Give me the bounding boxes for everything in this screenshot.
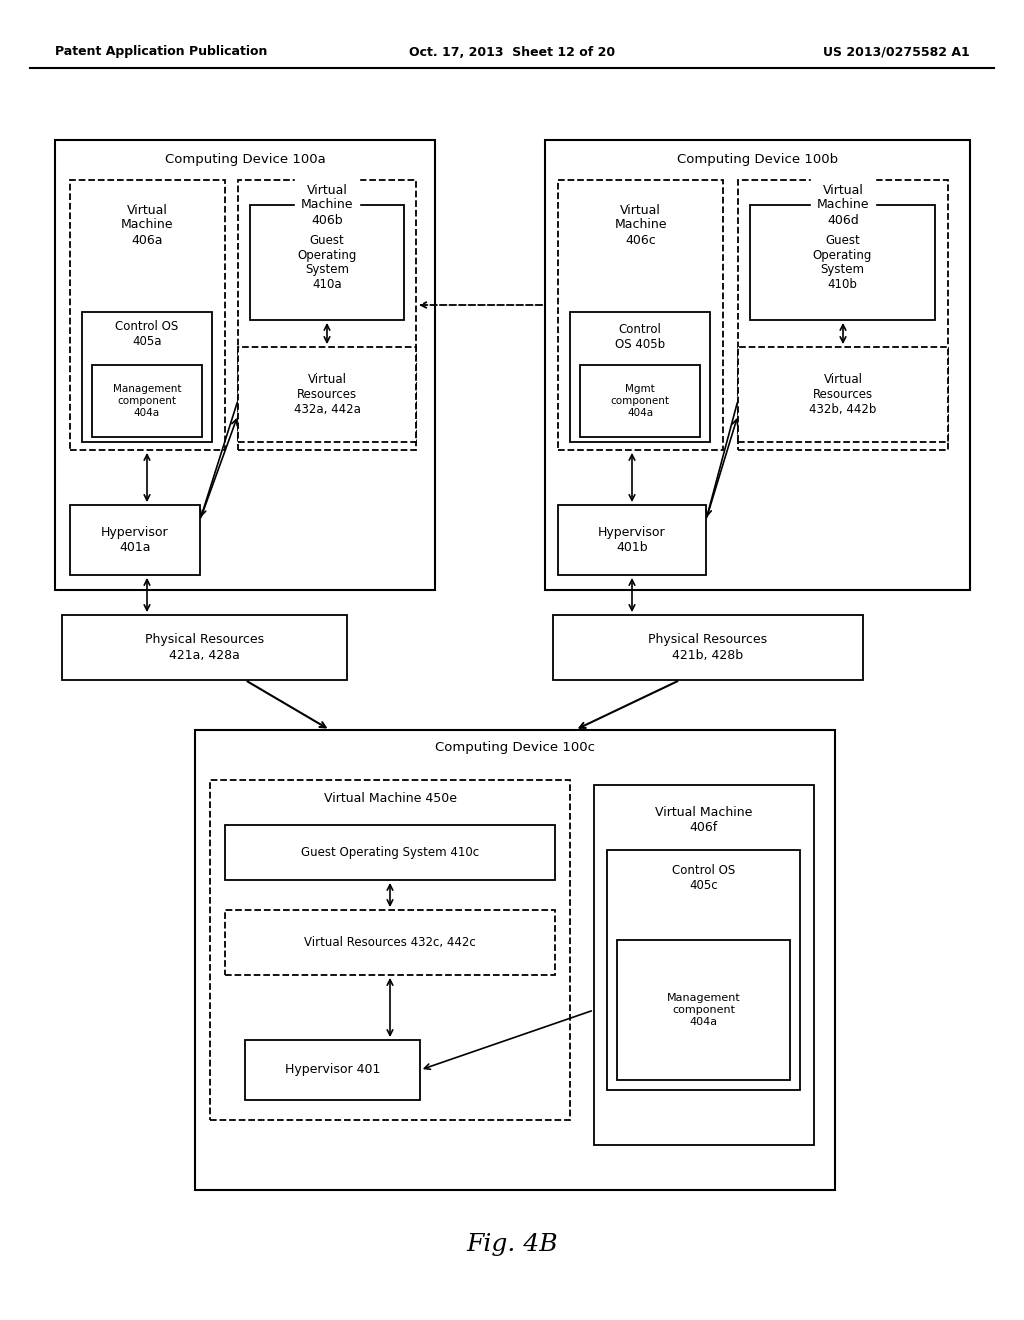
Bar	[594, 785, 814, 1144]
Text: Hypervisor
401a: Hypervisor 401a	[101, 525, 169, 554]
Text: Oct. 17, 2013  Sheet 12 of 20: Oct. 17, 2013 Sheet 12 of 20	[409, 45, 615, 58]
Bar	[545, 140, 970, 590]
Text: Guest Operating System 410c: Guest Operating System 410c	[301, 846, 479, 859]
Text: Guest
Operating
System
410a: Guest Operating System 410a	[297, 234, 356, 292]
Text: Computing Device 100b: Computing Device 100b	[677, 153, 838, 166]
Text: Management
component
404a: Management component 404a	[113, 384, 181, 417]
Bar	[738, 347, 948, 442]
Text: US 2013/0275582 A1: US 2013/0275582 A1	[823, 45, 970, 58]
Text: Virtual Machine
406f: Virtual Machine 406f	[655, 807, 753, 834]
Text: Virtual
Resources
432a, 442a: Virtual Resources 432a, 442a	[294, 374, 360, 416]
Bar	[750, 205, 935, 319]
Bar	[570, 312, 710, 442]
Bar	[617, 940, 790, 1080]
Text: Virtual
Machine
406a: Virtual Machine 406a	[121, 203, 174, 247]
Text: Hypervisor
401b: Hypervisor 401b	[598, 525, 666, 554]
Text: Virtual Machine 450e: Virtual Machine 450e	[324, 792, 457, 804]
Bar	[55, 140, 435, 590]
Text: Virtual
Machine
406d: Virtual Machine 406d	[817, 183, 869, 227]
Text: Physical Resources
421a, 428a: Physical Resources 421a, 428a	[145, 634, 264, 661]
Text: Physical Resources
421b, 428b: Physical Resources 421b, 428b	[648, 634, 768, 661]
Text: Fig. 4B: Fig. 4B	[466, 1233, 558, 1257]
Bar	[558, 180, 723, 450]
Bar	[738, 180, 948, 450]
Text: Mgmt
component
404a: Mgmt component 404a	[610, 384, 670, 417]
Bar	[225, 825, 555, 880]
Bar	[553, 615, 863, 680]
Bar	[62, 615, 347, 680]
Bar	[245, 1040, 420, 1100]
Bar	[225, 909, 555, 975]
Text: Computing Device 100a: Computing Device 100a	[165, 153, 326, 166]
Bar	[70, 180, 225, 450]
Text: Virtual
Machine
406b: Virtual Machine 406b	[301, 183, 353, 227]
Text: Control OS
405a: Control OS 405a	[116, 319, 178, 348]
Bar	[238, 180, 416, 450]
Bar	[607, 850, 800, 1090]
Bar	[92, 366, 202, 437]
Text: Management
component
404a: Management component 404a	[667, 994, 740, 1027]
Text: Control OS
405c: Control OS 405c	[672, 865, 735, 892]
Text: Control
OS 405b: Control OS 405b	[615, 323, 665, 351]
Bar	[238, 347, 416, 442]
Text: Patent Application Publication: Patent Application Publication	[55, 45, 267, 58]
Bar	[195, 730, 835, 1191]
Bar	[250, 205, 404, 319]
Text: Virtual Resources 432c, 442c: Virtual Resources 432c, 442c	[304, 936, 476, 949]
Text: Hypervisor 401: Hypervisor 401	[285, 1064, 380, 1077]
Bar	[558, 506, 706, 576]
Text: Guest
Operating
System
410b: Guest Operating System 410b	[813, 234, 872, 292]
Bar	[70, 506, 200, 576]
Text: Virtual
Resources
432b, 442b: Virtual Resources 432b, 442b	[809, 374, 877, 416]
Bar	[210, 780, 570, 1119]
Bar	[82, 312, 212, 442]
Text: Virtual
Machine
406c: Virtual Machine 406c	[614, 203, 667, 247]
Bar	[580, 366, 700, 437]
Text: Computing Device 100c: Computing Device 100c	[435, 742, 595, 755]
